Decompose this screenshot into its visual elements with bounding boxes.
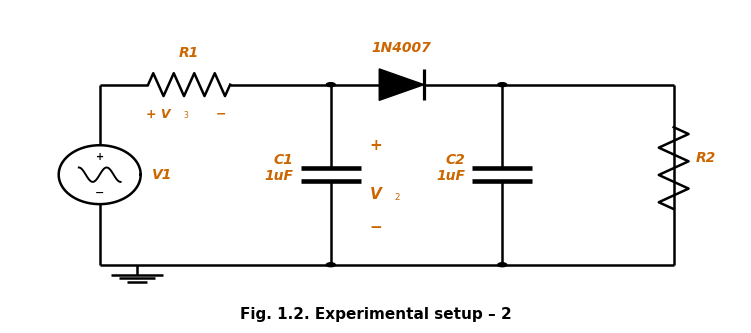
Text: C2: C2 bbox=[445, 153, 465, 167]
Circle shape bbox=[498, 263, 507, 267]
Text: +: + bbox=[95, 152, 104, 162]
Circle shape bbox=[326, 263, 335, 267]
Text: −: − bbox=[369, 219, 382, 234]
Text: −: − bbox=[95, 187, 104, 197]
Polygon shape bbox=[379, 69, 424, 100]
Text: $_2$: $_2$ bbox=[394, 190, 401, 203]
Circle shape bbox=[326, 83, 335, 87]
Text: $_3$: $_3$ bbox=[183, 109, 189, 122]
Text: R2: R2 bbox=[696, 151, 716, 165]
Text: −: − bbox=[216, 108, 226, 121]
Text: Fig. 1.2. Experimental setup – 2: Fig. 1.2. Experimental setup – 2 bbox=[240, 307, 511, 322]
Text: 1N4007: 1N4007 bbox=[372, 41, 432, 55]
Circle shape bbox=[498, 83, 507, 87]
Text: 1uF: 1uF bbox=[436, 169, 465, 183]
Text: + V: + V bbox=[146, 108, 170, 121]
Text: R1: R1 bbox=[179, 46, 199, 60]
Text: 1uF: 1uF bbox=[264, 169, 294, 183]
Text: +: + bbox=[369, 138, 382, 153]
Text: V: V bbox=[369, 187, 382, 202]
Text: V1: V1 bbox=[152, 168, 172, 182]
Text: C1: C1 bbox=[274, 153, 294, 167]
